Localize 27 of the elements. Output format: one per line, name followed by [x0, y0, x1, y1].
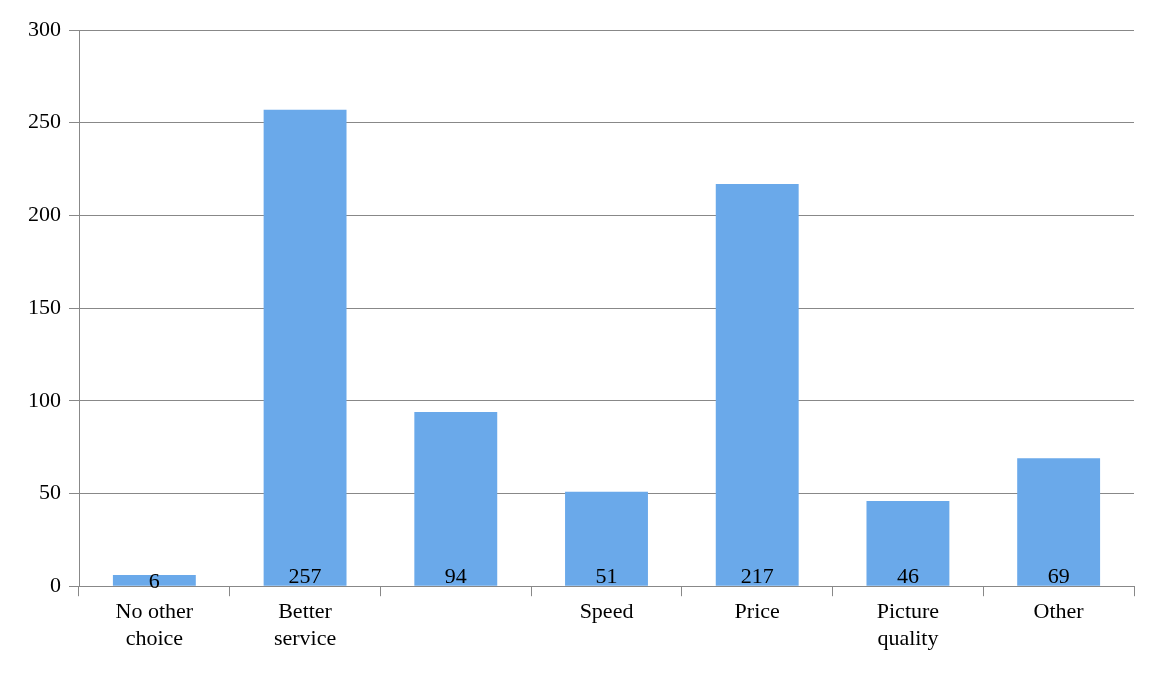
bar: [565, 491, 648, 586]
x-tick-label: Speed: [579, 598, 634, 624]
y-tick-label: 250: [28, 108, 61, 134]
x-tick-label: No other choice: [115, 598, 194, 650]
bar: [414, 411, 498, 586]
y-tick-label: 300: [28, 15, 61, 41]
data-label: 94: [444, 563, 467, 589]
y-tick-label: 0: [50, 571, 61, 597]
bar: [1017, 458, 1101, 586]
x-tick-label: Other: [1033, 598, 1085, 624]
y-tick-label: 100: [28, 386, 61, 412]
data-label: 46: [896, 563, 919, 589]
bar: [263, 109, 347, 586]
y-tick-label: 50: [39, 479, 61, 505]
bar: [715, 183, 799, 586]
data-label: 217: [740, 563, 774, 589]
data-label: 257: [288, 563, 322, 589]
y-tick-label: 200: [28, 201, 61, 227]
y-tick-label: 150: [28, 293, 61, 319]
x-tick-label: Better service: [273, 598, 337, 650]
x-tick-label: Picture quality: [876, 598, 940, 650]
data-label: 6: [148, 568, 160, 594]
x-tick-label: Price: [734, 598, 780, 624]
data-label: 51: [595, 563, 618, 589]
bar: [866, 500, 950, 586]
bar: [112, 575, 196, 586]
data-label: 69: [1047, 563, 1070, 589]
